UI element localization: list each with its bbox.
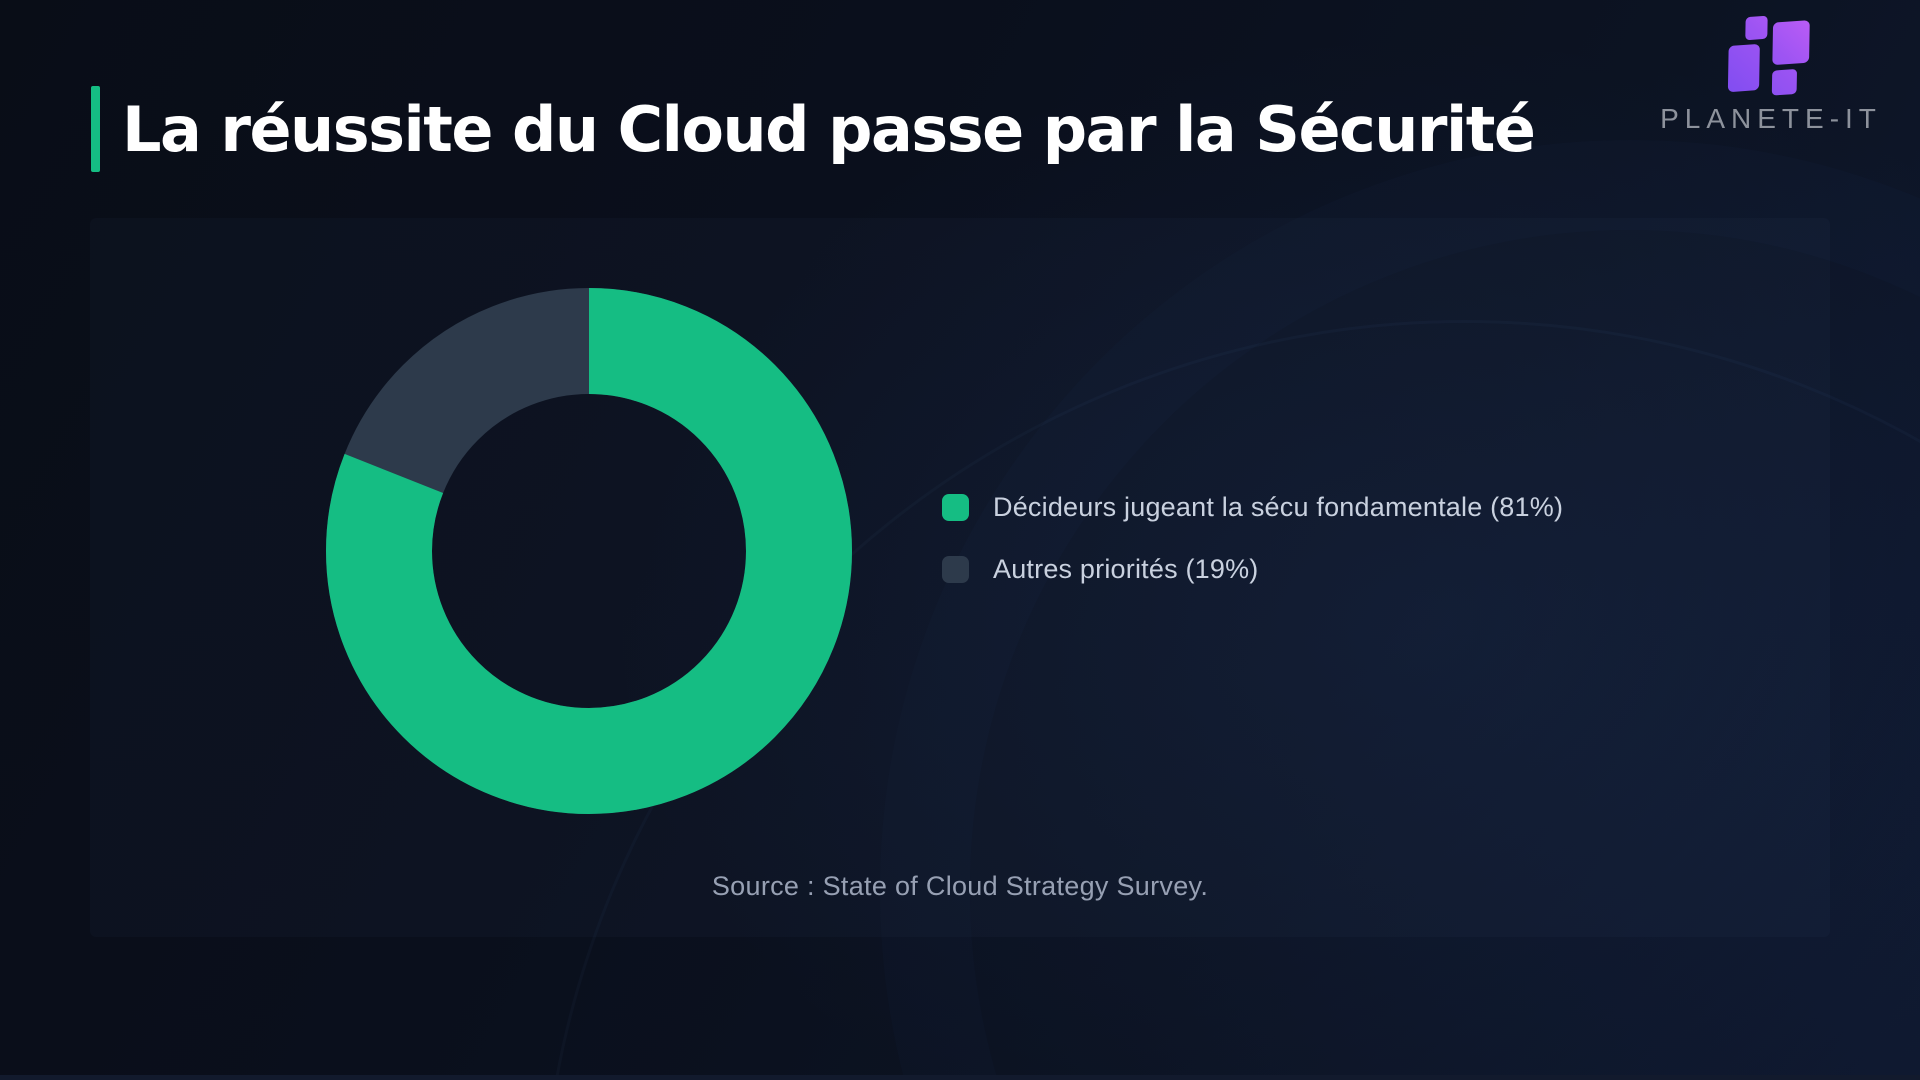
chart-legend: Décideurs jugeant la sécu fondamentale (…: [942, 492, 1564, 618]
legend-label: Autres priorités (19%): [993, 554, 1259, 584]
bottom-edge: [0, 1075, 1920, 1080]
source-caption: Source : State of Cloud Strategy Survey.: [711, 871, 1209, 901]
logo-squares-icon: [1727, 15, 1810, 96]
legend-label: Décideurs jugeant la sécu fondamentale (…: [993, 492, 1564, 522]
logo-text: PLANETE-IT: [1660, 103, 1882, 134]
planete-it-logo: PLANETE-IT: [1645, 10, 1897, 135]
chart-panel: Décideurs jugeant la sécu fondamentale (…: [90, 218, 1830, 937]
donut-chart: [326, 288, 852, 814]
slide-header: La réussite du Cloud passe par la Sécuri…: [91, 84, 1536, 174]
donut-segment-primary: [326, 288, 852, 814]
legend-swatch-primary: [942, 494, 969, 521]
legend-item: Décideurs jugeant la sécu fondamentale (…: [942, 492, 1564, 522]
page-title: La réussite du Cloud passe par la Sécuri…: [122, 92, 1536, 166]
title-accent-bar: [91, 86, 100, 172]
legend-swatch-secondary: [942, 556, 969, 583]
legend-item: Autres priorités (19%): [942, 554, 1563, 584]
